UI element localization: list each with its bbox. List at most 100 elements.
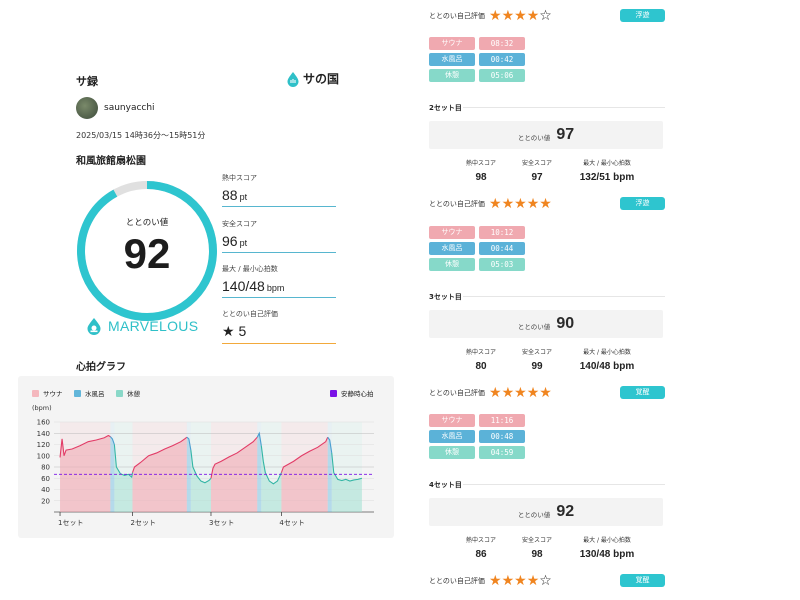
timer-water: 水風呂 00:48: [429, 430, 529, 443]
y-tick-label: 140: [37, 430, 50, 438]
set3-heading: 3セット目: [429, 292, 665, 302]
totonoi-score-ring: ととのい値 92: [74, 178, 220, 324]
set1-self-rating: ととのい自己評価 ★★★★☆ 浮遊: [429, 8, 665, 24]
timer-sauna: サウナ 08:32: [429, 37, 529, 50]
sauna-chip: サウナ: [429, 226, 475, 239]
set2-self-rating: ととのい自己評価 ★★★★★ 浮遊: [429, 196, 665, 212]
heart-rate-stat: 最大 / 最小心拍数 140/48 bpm: [222, 264, 336, 298]
rating-label: ととのい自己評価: [429, 389, 485, 397]
water-time: 00:48: [479, 430, 525, 443]
heart-rate-chart: サウナ 水風呂 休憩 安静時心拍 (bpm) 20 40 60 80 100 120 140 1…: [18, 376, 394, 538]
star-rating: ★★★★☆: [489, 574, 552, 588]
set2-score-box: ととのい値 97: [429, 121, 663, 149]
summary-panel: サ録 サの国 saunyacchi 2025/03/15 14時36分～15時5…: [18, 71, 394, 538]
heart-rate-line-water: [256, 431, 262, 446]
metric-label: 安全スコア: [521, 349, 552, 356]
y-tick-label: 60: [41, 475, 50, 483]
sauna-time: 08:32: [479, 37, 525, 50]
metric-heart-rate: 最大 / 最小心拍数 140/48 bpm: [572, 347, 642, 372]
legend-swatch: [74, 389, 81, 397]
phase-area-water: [186, 437, 191, 512]
stat-unit: bpm: [266, 283, 285, 293]
metric-heart-rate: 最大 / 最小心拍数 130/48 bpm: [572, 535, 642, 560]
username[interactable]: saunyacchi: [104, 103, 155, 113]
legend-label: 休憩: [127, 390, 140, 398]
score-value: 92: [123, 230, 171, 277]
star-filled-icon: ★: [539, 196, 552, 212]
metric-label: 熱中スコア: [465, 160, 496, 167]
star-filled-icon: ★: [501, 8, 515, 24]
brand-name: サの国: [303, 72, 340, 86]
star-rating: ★★★★☆: [489, 9, 552, 23]
rest-time: 04:59: [479, 446, 525, 459]
y-tick-label: 100: [37, 452, 50, 460]
star-empty-icon: ☆: [539, 8, 552, 24]
heart-rate-line-sauna: [210, 436, 258, 479]
rest-time: 05:06: [479, 69, 525, 82]
sauna-chip: サウナ: [429, 37, 475, 50]
metric-safety: 安全スコア 99: [502, 347, 572, 372]
heart-rate-line-rest: [190, 450, 212, 484]
star-filled-icon: ★: [501, 573, 515, 589]
y-tick-label: 40: [41, 486, 50, 494]
set2-metrics: 熱中スコア 98 安全スコア 97 最大 / 最小心拍数 132/51 bpm: [460, 158, 642, 183]
page-title: サ録: [76, 75, 98, 88]
rest-chip: 休憩: [429, 258, 475, 271]
water-time: 00:44: [479, 242, 525, 255]
set-label: 4セット: [279, 519, 304, 527]
timer-rest: 休憩 04:59: [429, 446, 529, 459]
metric-value: 98: [531, 549, 543, 560]
heat-score-stat: 熱中スコア 88 pt: [222, 173, 336, 207]
sauna-time: 10:12: [479, 226, 525, 239]
grade-drop-icon: [87, 318, 101, 335]
metric-value: 80: [475, 361, 487, 372]
stat-label: ととのい自己評価: [222, 310, 278, 318]
metric-label: 最大 / 最小心拍数: [583, 349, 631, 356]
legend-swatch: [330, 389, 337, 397]
metric-value: 97: [531, 172, 543, 183]
score-box-label: ととのい値: [517, 322, 551, 331]
star-filled-icon: ★: [526, 8, 540, 24]
set-label: 1セット: [58, 519, 83, 527]
score-ring-progress: [77, 181, 217, 321]
user-info[interactable]: saunyacchi: [76, 97, 155, 119]
score-box-label: ととのい値: [517, 510, 551, 519]
metric-value: 98: [475, 172, 487, 183]
metric-value: 132/51 bpm: [579, 172, 635, 183]
metric-label: 熱中スコア: [465, 537, 496, 544]
timer-rest: 休憩 05:03: [429, 258, 529, 271]
y-tick-label: 80: [41, 464, 50, 472]
stat-value: ★ 5: [222, 323, 336, 343]
rest-time: 05:03: [479, 258, 525, 271]
facility-name[interactable]: 和風旅館扇松園: [76, 156, 146, 167]
heart-rate-plot: (bpm) 20 40 60 80 100 120 140 160 1セット 2セット 3セット 4セッ…: [32, 404, 374, 527]
metric-label: 安全スコア: [521, 160, 552, 167]
sauna-time: 11:16: [479, 414, 525, 427]
set3-timers: サウナ 11:16 水風呂 00:48 休憩 04:59: [429, 414, 529, 462]
metric-label: 最大 / 最小心拍数: [583, 537, 631, 544]
metric-safety: 安全スコア 97: [502, 158, 572, 183]
metric-label: 熱中スコア: [465, 349, 496, 356]
avatar[interactable]: [76, 97, 98, 119]
timer-water: 水風呂 00:44: [429, 242, 529, 255]
metric-value: 140/48 bpm: [579, 361, 635, 372]
star-filled-icon: ★: [514, 196, 527, 212]
stat-value: 88 pt: [222, 187, 336, 206]
heart-rate-line-rest: [331, 452, 363, 482]
star-icon: ★: [222, 323, 235, 339]
timer-rest: 休憩 05:06: [429, 69, 529, 82]
set-label: 2セット: [130, 519, 155, 527]
heart-rate-line-water: [327, 436, 333, 454]
self-rating-stat: ととのい自己評価 ★ 5: [222, 309, 336, 344]
set-label: 3セット: [209, 519, 234, 527]
rating-label: ととのい自己評価: [429, 12, 485, 20]
star-empty-icon: ☆: [539, 573, 552, 589]
stat-number: 96: [222, 233, 238, 249]
legend-sauna: サウナ: [32, 388, 63, 398]
legend-label: サウナ: [43, 390, 63, 398]
heart-rate-line-water: [109, 436, 115, 445]
score-ring-graphic: [77, 181, 217, 321]
timer-sauna: サウナ 11:16: [429, 414, 529, 427]
legend-swatch: [116, 389, 123, 397]
metric-heat: 熱中スコア 80: [460, 347, 502, 372]
